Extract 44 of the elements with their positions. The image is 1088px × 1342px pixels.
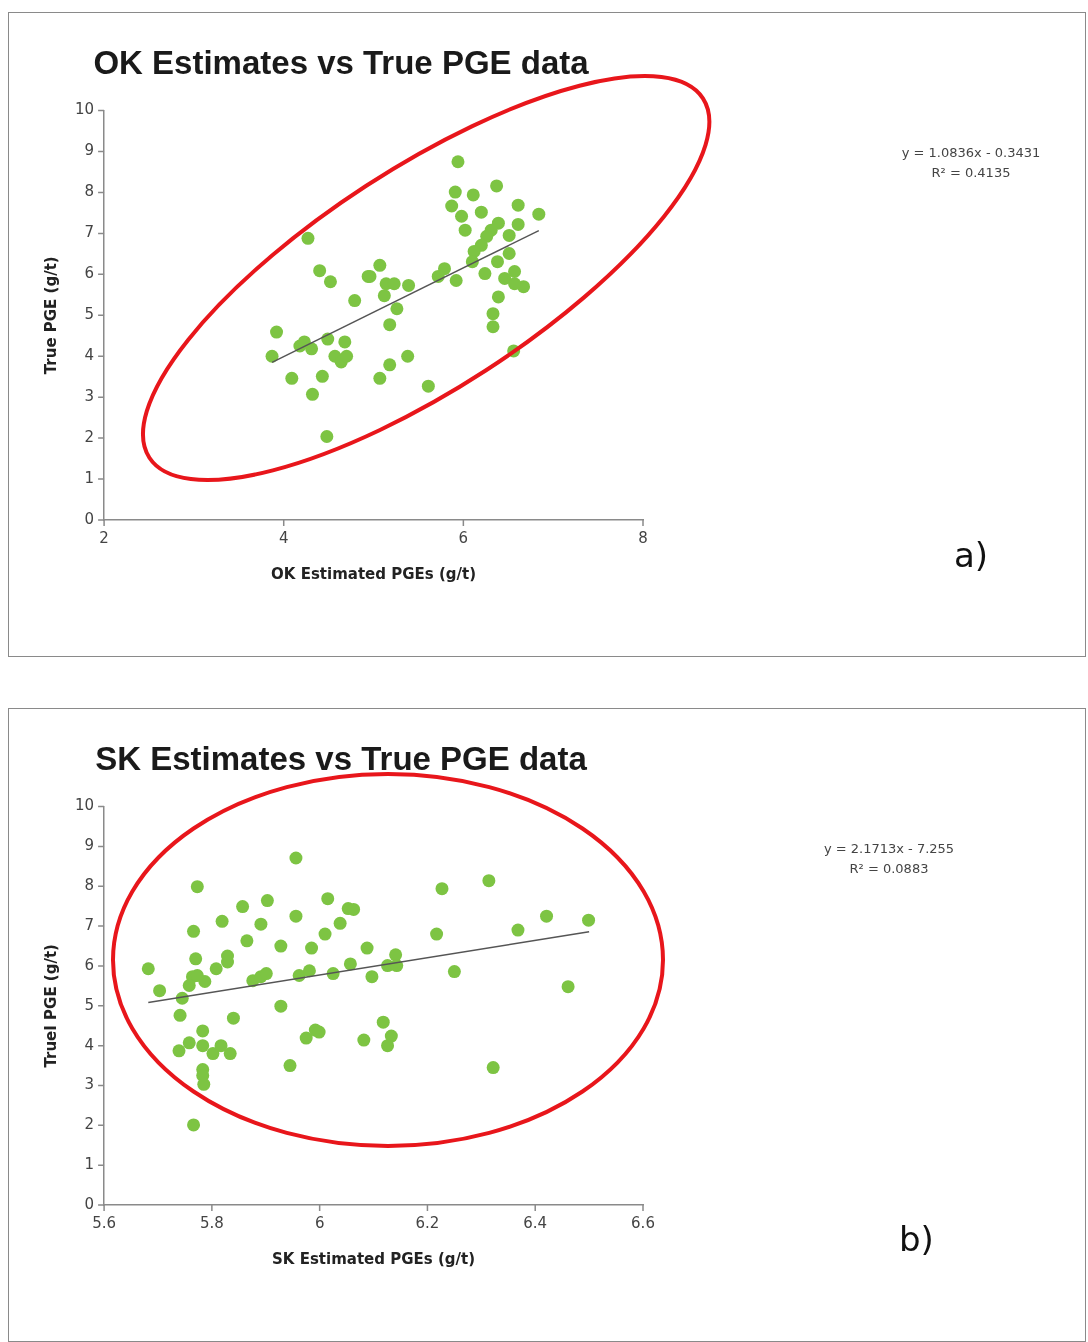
x-tick-label: 6.6: [631, 1213, 655, 1232]
y-tick-label: 5: [84, 305, 95, 324]
y-tick-label: 0: [84, 1194, 95, 1213]
y-axis-title: True PGE (g/t): [41, 256, 60, 375]
x-tick-label: 5.6: [92, 1213, 117, 1232]
y-tick-label: 2: [84, 1115, 95, 1134]
text: y = 2.1713x - 7.255: [822, 840, 956, 858]
y-tick-label: 4: [84, 1035, 95, 1054]
chart-title: OK Estimates vs True PGE data: [93, 43, 590, 81]
y-tick-label: 7: [84, 916, 95, 935]
y-axis-title: TrueI PGE (g/t): [41, 944, 60, 1068]
y-tick-label: 3: [84, 387, 95, 406]
x-tick-label: 2: [99, 528, 109, 547]
x-tick-label: 6.4: [523, 1213, 548, 1232]
y-tick-label: 6: [84, 264, 95, 283]
x-tick-label: 4: [278, 528, 289, 547]
y-tick-label: 6: [84, 955, 95, 974]
y-tick-label: 10: [74, 796, 95, 815]
x-tick-label: 5.8: [199, 1213, 224, 1232]
x-axis-title: SK Estimated PGEs (g/t): [272, 1249, 476, 1268]
y-tick-label: 8: [84, 182, 95, 201]
x-axis-title: OK Estimated PGEs (g/t): [271, 564, 477, 583]
x-tick-label: 6.2: [415, 1213, 440, 1232]
y-tick-label: 9: [84, 836, 95, 855]
x-tick-label: 6: [458, 528, 469, 547]
y-tick-label: 10: [74, 100, 95, 119]
text: a): [954, 535, 989, 575]
text: R² = 0.0883: [848, 860, 930, 878]
text: b): [899, 1219, 934, 1259]
y-tick-label: 0: [84, 509, 95, 528]
y-tick-label: 7: [84, 223, 95, 242]
y-tick-label: 1: [84, 468, 95, 487]
y-tick-label: 8: [84, 876, 95, 895]
y-tick-label: 2: [84, 428, 95, 447]
y-tick-label: 4: [84, 346, 95, 365]
text: y = 1.0836x - 0.3431: [900, 144, 1042, 162]
text: R² = 0.4135: [930, 164, 1012, 182]
y-tick-label: 9: [84, 141, 95, 160]
y-tick-label: 5: [84, 995, 95, 1014]
chart-title: SK Estimates vs True PGE data: [95, 739, 588, 777]
x-tick-label: 6: [314, 1213, 325, 1232]
x-tick-label: 8: [638, 528, 648, 547]
y-tick-label: 1: [84, 1155, 95, 1174]
y-tick-label: 3: [84, 1075, 95, 1094]
